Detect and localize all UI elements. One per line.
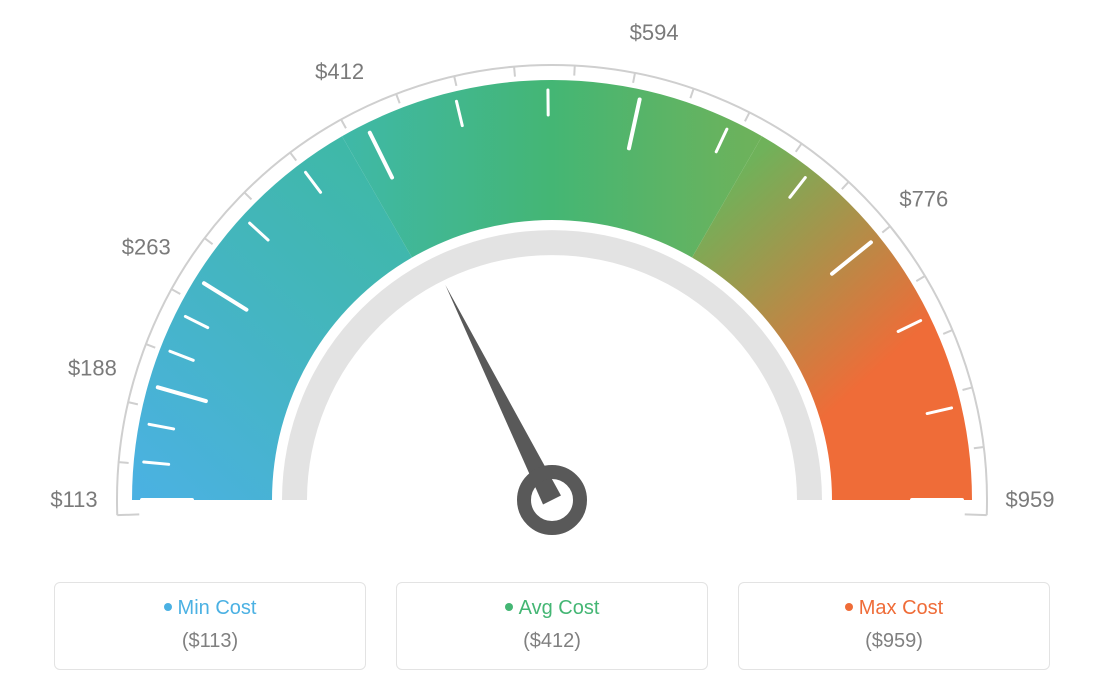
legend-value-max: ($959) (749, 630, 1039, 653)
svg-text:$263: $263 (122, 234, 171, 259)
legend-dot-avg (505, 603, 513, 611)
legend-card-avg: Avg Cost ($412) (396, 582, 708, 670)
svg-text:$959: $959 (1006, 487, 1055, 512)
svg-text:$188: $188 (68, 356, 117, 381)
svg-text:$412: $412 (315, 59, 364, 84)
legend-label-min: Min Cost (178, 597, 257, 619)
legend-card-min: Min Cost ($113) (54, 582, 366, 670)
svg-text:$594: $594 (630, 20, 679, 45)
legend-label-avg: Avg Cost (519, 597, 600, 619)
svg-text:$776: $776 (899, 187, 948, 212)
legend-row: Min Cost ($113) Avg Cost ($412) Max Cost… (0, 582, 1104, 670)
legend-value-min: ($113) (65, 630, 355, 653)
legend-label-max: Max Cost (859, 597, 943, 619)
svg-text:$113: $113 (50, 487, 97, 512)
legend-dot-min (164, 603, 172, 611)
legend-dot-max (845, 603, 853, 611)
cost-gauge: $113 $188 $263 $412 $594 $776 $959 (0, 0, 1104, 560)
legend-value-avg: ($412) (407, 630, 697, 653)
legend-card-max: Max Cost ($959) (738, 582, 1050, 670)
